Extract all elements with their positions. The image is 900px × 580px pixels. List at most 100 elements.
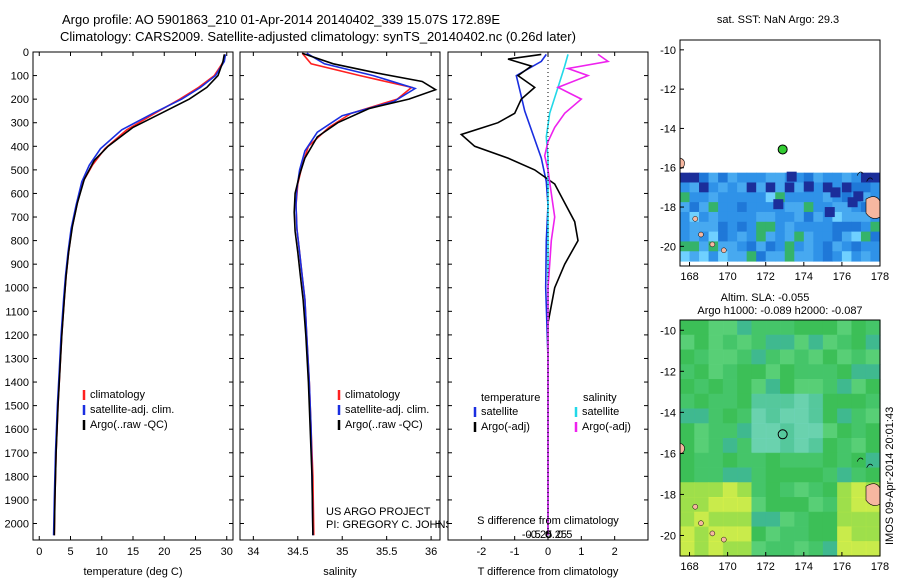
sla-ytick-label: -14 bbox=[660, 407, 676, 419]
sst-cell bbox=[727, 251, 738, 262]
sla-cell bbox=[680, 334, 695, 351]
sst-cell bbox=[841, 202, 852, 213]
sla-cell bbox=[865, 393, 881, 410]
sla-cell bbox=[694, 526, 710, 542]
sla-cell bbox=[708, 423, 724, 439]
sla-cell bbox=[780, 482, 795, 498]
sst-cell bbox=[746, 241, 757, 252]
sla-cell bbox=[694, 438, 710, 454]
sla-cell bbox=[851, 511, 867, 528]
sla-cell bbox=[737, 408, 753, 424]
sst-cell bbox=[689, 182, 700, 193]
sla-cell bbox=[708, 452, 724, 469]
sla-cell bbox=[865, 423, 881, 439]
temp-ytick-label: 900 bbox=[11, 259, 29, 271]
sst-cell bbox=[718, 231, 729, 242]
sst-cell bbox=[822, 211, 833, 223]
sst-xtick-label: 168 bbox=[680, 271, 698, 283]
sst-cell bbox=[680, 241, 691, 252]
temp-legend-label: climatology bbox=[90, 389, 146, 401]
temp-frame bbox=[32, 51, 234, 541]
sst-cell bbox=[680, 231, 691, 242]
sst-cell bbox=[680, 172, 691, 183]
sla-island bbox=[709, 530, 716, 537]
sst-cell bbox=[699, 172, 710, 183]
sla-xtick-label: 168 bbox=[680, 561, 698, 573]
sst-cell bbox=[765, 202, 776, 213]
sst-ytick-label: -16 bbox=[660, 163, 676, 175]
temp-ytick-label: 1300 bbox=[5, 353, 29, 365]
temp-ytick-label: 400 bbox=[11, 141, 29, 153]
temp-xtick-label: 10 bbox=[96, 546, 108, 558]
sla-cell bbox=[865, 320, 881, 336]
sla-cell bbox=[794, 379, 810, 395]
temp-ytick-label: 1800 bbox=[5, 471, 29, 483]
sla-cell bbox=[751, 408, 767, 424]
sla-cell bbox=[865, 408, 881, 424]
sla-cell bbox=[694, 511, 710, 528]
sla-cell bbox=[765, 467, 781, 483]
sla-cell bbox=[780, 423, 795, 439]
sla-cell bbox=[680, 467, 695, 483]
sst-cell bbox=[737, 241, 748, 252]
sst-cell bbox=[727, 231, 738, 242]
sla-cell bbox=[837, 452, 853, 469]
sla-cell bbox=[737, 334, 753, 351]
sal-frame bbox=[239, 51, 441, 541]
sla-cell bbox=[822, 334, 838, 351]
sst-cell bbox=[832, 202, 843, 213]
sst-cell bbox=[860, 241, 871, 252]
argo-position-marker bbox=[777, 144, 788, 155]
sla-cell bbox=[737, 452, 753, 469]
sla-cell bbox=[851, 467, 867, 483]
sla-coastline bbox=[856, 457, 864, 462]
sla-cell bbox=[808, 379, 824, 395]
diff-salinity-tick-label: 0 bbox=[545, 529, 551, 541]
sst-cell bbox=[794, 172, 805, 183]
sla-cell bbox=[680, 393, 695, 410]
sst-island bbox=[709, 241, 716, 248]
sla-cell bbox=[822, 320, 838, 336]
sla-cell bbox=[808, 438, 824, 454]
sst-anomaly-cell bbox=[786, 171, 797, 182]
diff-xlabel: T difference from climatology bbox=[478, 566, 619, 578]
sla-cell bbox=[780, 393, 795, 410]
temp-ytick-label: 600 bbox=[11, 188, 29, 200]
sst-cell bbox=[765, 241, 776, 252]
sst-cell bbox=[689, 221, 700, 233]
diff-legend-label: Argo(-adj) bbox=[582, 421, 631, 433]
sla-cell bbox=[737, 438, 753, 454]
sla-ytick-label: -20 bbox=[660, 530, 676, 542]
sla-ytick-label: -18 bbox=[660, 489, 676, 501]
sla-fiji-land bbox=[865, 483, 881, 506]
sst-cell bbox=[794, 251, 805, 262]
sla-cell bbox=[808, 334, 824, 351]
temp-ytick-label: 300 bbox=[11, 118, 29, 130]
sla-cell bbox=[765, 452, 781, 469]
sla-cell bbox=[694, 452, 710, 469]
sst-cell bbox=[699, 182, 710, 193]
sst-cell bbox=[708, 211, 719, 223]
temp-ytick-label: 500 bbox=[11, 165, 29, 177]
sst-cell bbox=[784, 221, 795, 233]
sst-coastline bbox=[856, 171, 864, 176]
temp-xlabel: temperature (deg C) bbox=[83, 566, 182, 578]
sal-xtick-label: 34 bbox=[247, 546, 259, 558]
sla-cell bbox=[851, 364, 867, 380]
sla-cell bbox=[780, 526, 795, 542]
sla-cell bbox=[708, 334, 724, 351]
sla-cell bbox=[694, 482, 710, 498]
sla-cell bbox=[822, 393, 838, 410]
sla-cell bbox=[751, 511, 767, 528]
sla-cell bbox=[794, 452, 810, 469]
sst-cell bbox=[832, 172, 843, 183]
sla-cell bbox=[765, 511, 781, 528]
sla-cell bbox=[708, 497, 724, 513]
sst-cell bbox=[699, 202, 710, 213]
sla-cell bbox=[751, 497, 767, 513]
sal-legend-label: climatology bbox=[345, 389, 401, 401]
sla-cell bbox=[808, 511, 824, 528]
sla-cell bbox=[808, 393, 824, 410]
sla-cell bbox=[822, 526, 838, 542]
